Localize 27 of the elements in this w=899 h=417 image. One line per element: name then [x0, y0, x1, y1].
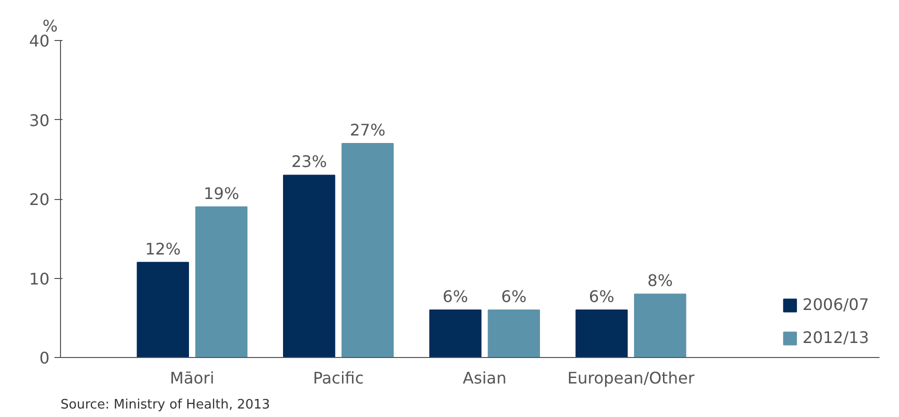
x-tick-label: Māori [170, 368, 214, 388]
bar [576, 309, 628, 358]
bar [195, 206, 248, 358]
data-label: 6% [501, 286, 527, 306]
y-tick-label: 30 [29, 110, 50, 130]
bar [342, 143, 394, 358]
data-label: 6% [442, 286, 468, 306]
bar [136, 262, 189, 358]
data-label: 23% [291, 152, 327, 172]
bar [634, 294, 686, 358]
legend-label: 2012/13 [802, 328, 869, 347]
x-tick-label: European/Other [567, 368, 695, 388]
x-tick-label: Pacific [312, 368, 364, 388]
data-label: 27% [350, 120, 386, 140]
x-tick-label: Asian [462, 368, 506, 388]
bar [283, 174, 336, 358]
data-label: 6% [588, 286, 614, 306]
y-tick-label: 20 [29, 190, 50, 209]
y-tick-label: 10 [29, 269, 50, 288]
source-note: Source: Ministry of Health, 2013 [60, 398, 270, 412]
y-tick-label: 0 [39, 348, 50, 368]
bar [488, 309, 540, 358]
data-label: 12% [145, 239, 181, 258]
data-label: 8% [647, 271, 673, 290]
data-label: 19% [204, 184, 240, 203]
legend-label: 2006/07 [802, 295, 869, 314]
bar [429, 309, 482, 358]
